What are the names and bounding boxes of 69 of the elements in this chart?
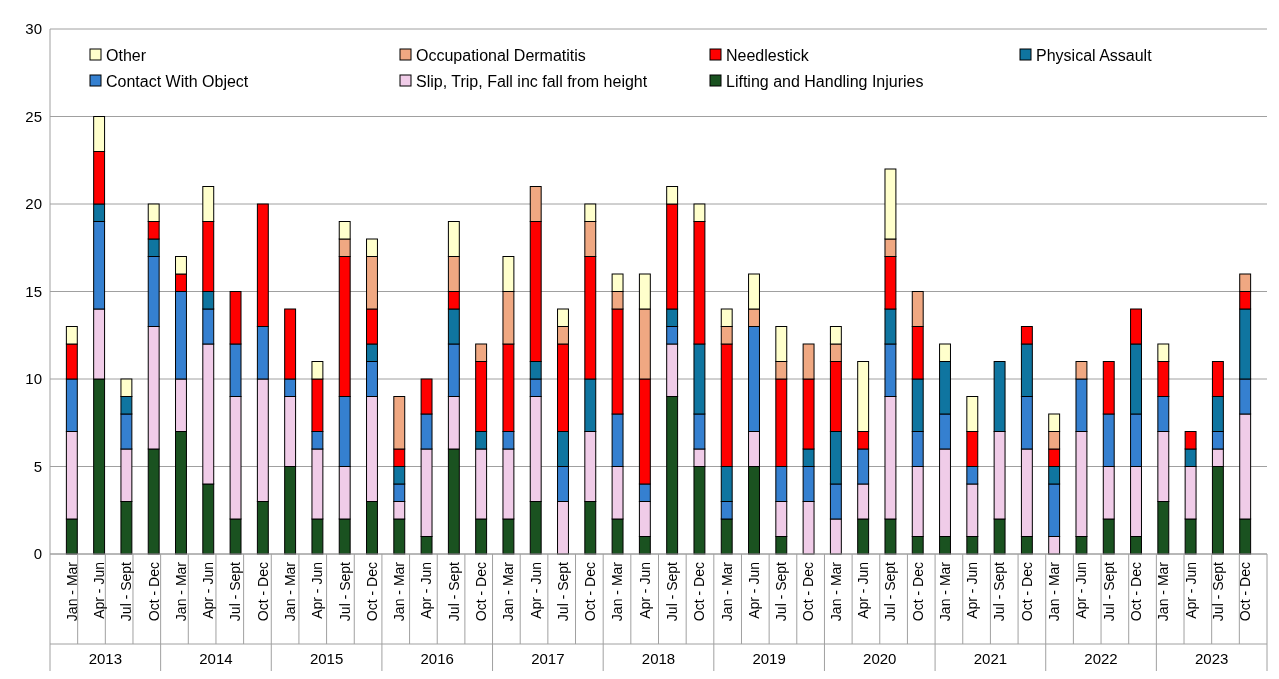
x-tick-label: Jul - Sept [664, 561, 681, 622]
y-tick-label: 10 [25, 370, 42, 388]
x-tick-label: Jul - Sept [554, 561, 571, 622]
x-tick-label: Jan - Mar [391, 561, 408, 622]
x-tick-label: Oct - Dec [582, 562, 599, 622]
x-tick-label: Oct - Dec [909, 562, 926, 622]
x-tick-label: Jul - Sept [991, 561, 1008, 622]
legend-label: Lifting and Handling Injuries [726, 72, 924, 90]
y-tick-label: 0 [33, 545, 42, 563]
text: 2015 [309, 650, 344, 667]
x-tick-label: Apr - Jun [855, 562, 872, 619]
text: 2020 [863, 650, 897, 667]
x-tick-label: Jul - Sept [445, 561, 462, 622]
x-tick-label: Oct - Dec [1237, 562, 1254, 622]
legend-label: Contact With Object [106, 72, 249, 90]
text: 2013 [88, 650, 123, 667]
x-tick-label: Oct - Dec [1018, 562, 1035, 622]
x-tick-label: Jul - Sept [336, 561, 353, 622]
x-tick-label: Jan - Mar [936, 561, 953, 622]
x-tick-label: Jul - Sept [882, 561, 899, 622]
x-tick-label: Jan - Mar [718, 561, 735, 622]
x-tick-label: Jan - Mar [1046, 561, 1063, 622]
y-tick-label: 20 [25, 195, 42, 213]
legend-label: Other [106, 46, 147, 64]
x-tick-label: Oct - Dec [473, 562, 490, 622]
y-tick-label: 30 [25, 20, 42, 38]
x-tick-label: Apr - Jun [1182, 562, 1199, 619]
text: 2017 [531, 650, 565, 667]
x-tick-label: Jul - Sept [227, 561, 244, 622]
x-tick-label: Apr - Jun [91, 562, 108, 619]
x-tick-label: Oct - Dec [800, 562, 817, 622]
x-tick-label: Jul - Sept [773, 561, 790, 622]
x-tick-label: Oct - Dec [145, 562, 162, 622]
x-tick-label: Jan - Mar [172, 561, 189, 622]
x-tick-label: Apr - Jun [418, 562, 435, 619]
x-tick-label: Oct - Dec [363, 562, 380, 622]
y-tick-label: 15 [25, 282, 42, 300]
x-tick-label: Jan - Mar [63, 561, 80, 622]
x-tick-label: Jul - Sept [1100, 561, 1117, 622]
text: 2019 [752, 650, 786, 667]
legend-label: Occupational Dermatitis [416, 46, 586, 64]
x-tick-label: Apr - Jun [527, 562, 544, 619]
x-tick-label: Oct - Dec [1127, 562, 1144, 622]
x-tick-label: Jan - Mar [827, 561, 844, 622]
text: 2022 [1084, 650, 1118, 667]
x-tick-label: Apr - Jun [745, 562, 762, 619]
x-tick-label: Jan - Mar [282, 561, 299, 622]
text: 2021 [973, 650, 1008, 667]
x-tick-label: Jan - Mar [609, 561, 626, 622]
text: 2018 [641, 650, 676, 667]
x-tick-label: Apr - Jun [1073, 562, 1090, 619]
text: 2014 [199, 650, 233, 667]
legend-label: Slip, Trip, Fall inc fall from height [416, 72, 648, 90]
x-tick-label: Jul - Sept [1209, 561, 1226, 622]
x-tick-label: Apr - Jun [636, 562, 653, 619]
y-tick-label: 5 [33, 457, 42, 475]
x-tick-label: Jan - Mar [500, 561, 517, 622]
x-tick-label: Apr - Jun [309, 562, 326, 619]
x-tick-label: Jul - Sept [118, 561, 135, 622]
text: 2016 [420, 650, 454, 667]
x-tick-label: Jan - Mar [1155, 561, 1172, 622]
y-tick-label: 25 [25, 107, 42, 125]
x-tick-label: Oct - Dec [691, 562, 708, 622]
x-tick-label: Oct - Dec [254, 562, 271, 622]
text: 2023 [1194, 650, 1229, 667]
legend-label: Physical Assault [1036, 46, 1153, 64]
x-tick-label: Apr - Jun [200, 562, 217, 619]
x-tick-label: Apr - Jun [964, 562, 981, 619]
legend-label: Needlestick [726, 46, 810, 64]
